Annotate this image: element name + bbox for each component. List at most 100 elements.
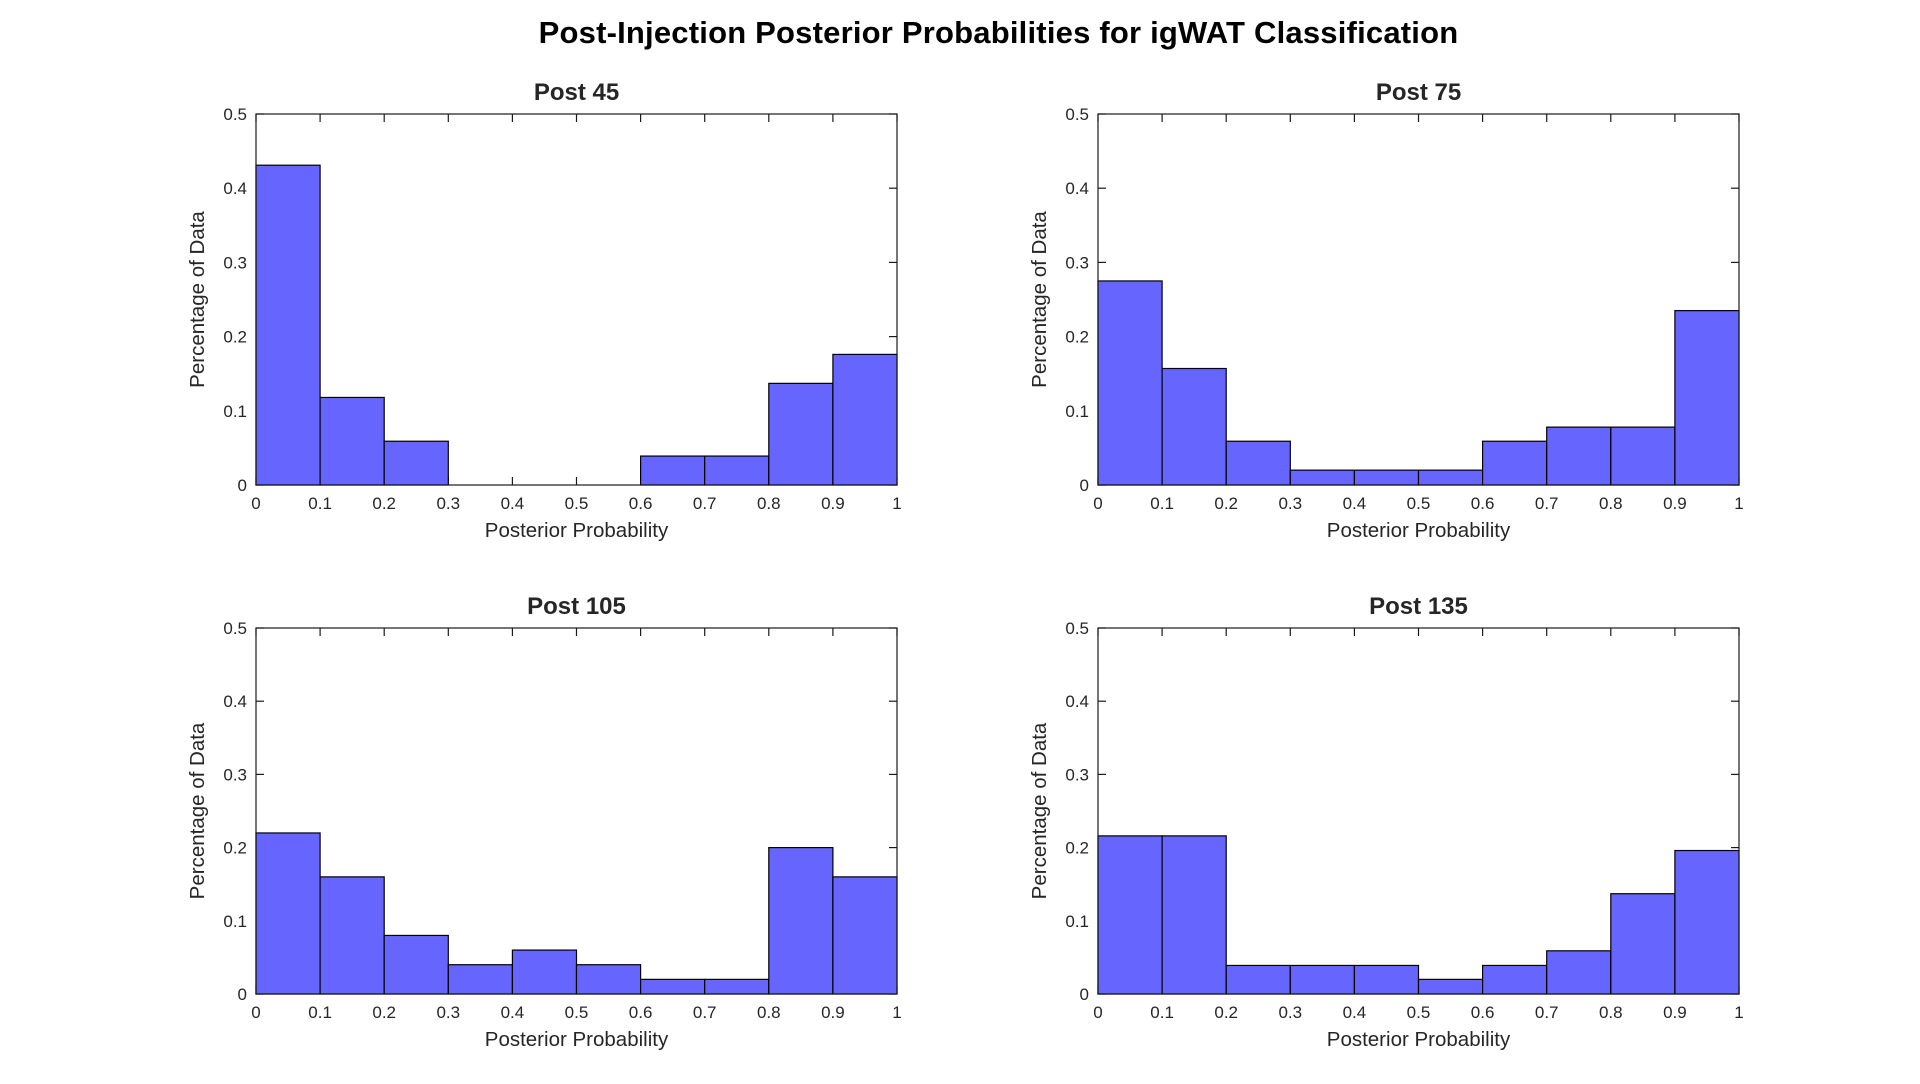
histogram-bar — [383, 934, 449, 995]
y-tick-label: 0 — [1080, 476, 1089, 495]
histogram-bar — [511, 949, 578, 995]
y-tick-label: 0.5 — [223, 619, 247, 638]
histogram-bar — [1546, 950, 1612, 995]
y-tick-label: 0 — [238, 476, 247, 495]
x-tick-label: 0 — [251, 494, 260, 513]
y-tick-label: 0 — [238, 985, 247, 1004]
x-tick-label: 0.3 — [436, 494, 460, 513]
histogram-bar — [447, 964, 513, 995]
histogram-bar — [1546, 426, 1612, 486]
y-tick-label: 0.3 — [1065, 253, 1089, 272]
histogram-bar — [1161, 367, 1227, 486]
histogram-bar — [255, 164, 321, 486]
histogram-bar — [1610, 893, 1676, 995]
y-tick-label: 0.5 — [223, 105, 247, 124]
x-tick-label: 0.1 — [1150, 494, 1174, 513]
histogram-bar — [383, 440, 449, 486]
histogram-bar — [639, 455, 706, 486]
axes-box — [1097, 113, 1740, 486]
x-tick-label: 0.3 — [1278, 1003, 1302, 1022]
x-tick-label: 0.7 — [1535, 1003, 1559, 1022]
y-axis-label: Percentage of Data — [1028, 211, 1051, 388]
y-tick-label: 0.5 — [1065, 619, 1089, 638]
x-tick-label: 0 — [1093, 494, 1102, 513]
x-tick-label: 0.1 — [308, 1003, 332, 1022]
x-axis-label: Posterior Probability — [1327, 519, 1511, 542]
histogram-bar — [319, 396, 385, 486]
x-tick-label: 0.8 — [1599, 494, 1623, 513]
y-axis-label: Percentage of Data — [186, 211, 209, 388]
histogram-bar — [1481, 964, 1548, 995]
x-tick-label: 0 — [1093, 1003, 1102, 1022]
histogram-bar — [639, 978, 706, 995]
y-tick-label: 0.4 — [1065, 179, 1089, 198]
subplot-title: Post 105 — [527, 593, 626, 620]
histogram-bar — [1289, 469, 1356, 486]
histogram-bar — [704, 455, 770, 486]
y-axis-label: Percentage of Data — [1028, 722, 1051, 899]
x-tick-label: 0.6 — [1471, 494, 1495, 513]
x-tick-label: 0.8 — [757, 1003, 781, 1022]
axes-box — [255, 113, 898, 486]
histogram-bar — [768, 846, 834, 995]
x-axis-label: Posterior Probability — [485, 1028, 669, 1051]
y-tick-label: 0.4 — [1065, 692, 1089, 711]
x-tick-label: 0.4 — [1343, 494, 1367, 513]
x-tick-label: 0.9 — [1663, 1003, 1687, 1022]
y-tick-label: 0.1 — [223, 402, 247, 421]
x-tick-label: 0.3 — [436, 1003, 460, 1022]
x-tick-label: 0.9 — [821, 1003, 845, 1022]
x-tick-label: 0.7 — [693, 494, 717, 513]
histogram-bar — [1674, 849, 1740, 995]
x-tick-label: 0.2 — [1214, 1003, 1238, 1022]
y-tick-label: 0.1 — [1065, 402, 1089, 421]
histogram-bar — [1481, 440, 1548, 486]
x-axis-label: Posterior Probability — [1327, 1028, 1511, 1051]
histogram-bar — [255, 832, 321, 995]
x-tick-label: 0.2 — [372, 494, 396, 513]
histogram-bar — [1353, 469, 1420, 486]
histogram-bar — [832, 876, 898, 995]
subplot-title: Post 135 — [1369, 593, 1468, 620]
subplot-title: Post 45 — [534, 79, 619, 106]
x-tick-label: 0.6 — [629, 494, 653, 513]
histogram-bar — [1417, 469, 1484, 486]
x-tick-label: 1 — [892, 1003, 901, 1022]
y-tick-label: 0.3 — [223, 253, 247, 272]
x-tick-label: 0.6 — [629, 1003, 653, 1022]
x-tick-label: 0.6 — [1471, 1003, 1495, 1022]
x-tick-label: 0 — [251, 1003, 260, 1022]
histogram-bar — [1097, 280, 1163, 486]
histogram-bar — [319, 876, 385, 995]
x-tick-label: 0.5 — [565, 1003, 589, 1022]
y-tick-label: 0.2 — [1065, 328, 1089, 347]
x-tick-label: 0.5 — [1407, 494, 1431, 513]
subplot-post-75: 0 0.1 0.2 0.3 0.4 0.5 0.6 0.7 0.8 0.9 1 0 0.1 0.2 0.3 0… — [1028, 79, 1744, 542]
histogram-bar — [1674, 310, 1740, 486]
x-tick-label: 0.4 — [1343, 1003, 1367, 1022]
histogram-bar — [1353, 964, 1420, 995]
axes-box — [255, 627, 898, 995]
y-tick-label: 0.2 — [223, 328, 247, 347]
x-tick-label: 1 — [1734, 1003, 1743, 1022]
y-tick-label: 0.2 — [1065, 839, 1089, 858]
histogram-bar — [575, 964, 642, 995]
x-tick-label: 0.8 — [1599, 1003, 1623, 1022]
x-tick-label: 0.1 — [308, 494, 332, 513]
y-tick-label: 0.3 — [1065, 765, 1089, 784]
y-tick-label: 0 — [1080, 985, 1089, 1004]
x-tick-label: 0.5 — [565, 494, 589, 513]
x-tick-label: 0.8 — [757, 494, 781, 513]
histogram-bar — [704, 978, 770, 995]
x-tick-label: 1 — [892, 494, 901, 513]
histogram-bar — [768, 382, 834, 486]
x-tick-label: 0.7 — [1535, 494, 1559, 513]
histogram-bar — [1097, 835, 1163, 995]
histogram-bar — [1225, 440, 1291, 486]
x-tick-label: 0.3 — [1278, 494, 1302, 513]
histogram-bar — [1417, 978, 1484, 995]
x-tick-label: 0.9 — [1663, 494, 1687, 513]
y-axis-label: Percentage of Data — [186, 722, 209, 899]
